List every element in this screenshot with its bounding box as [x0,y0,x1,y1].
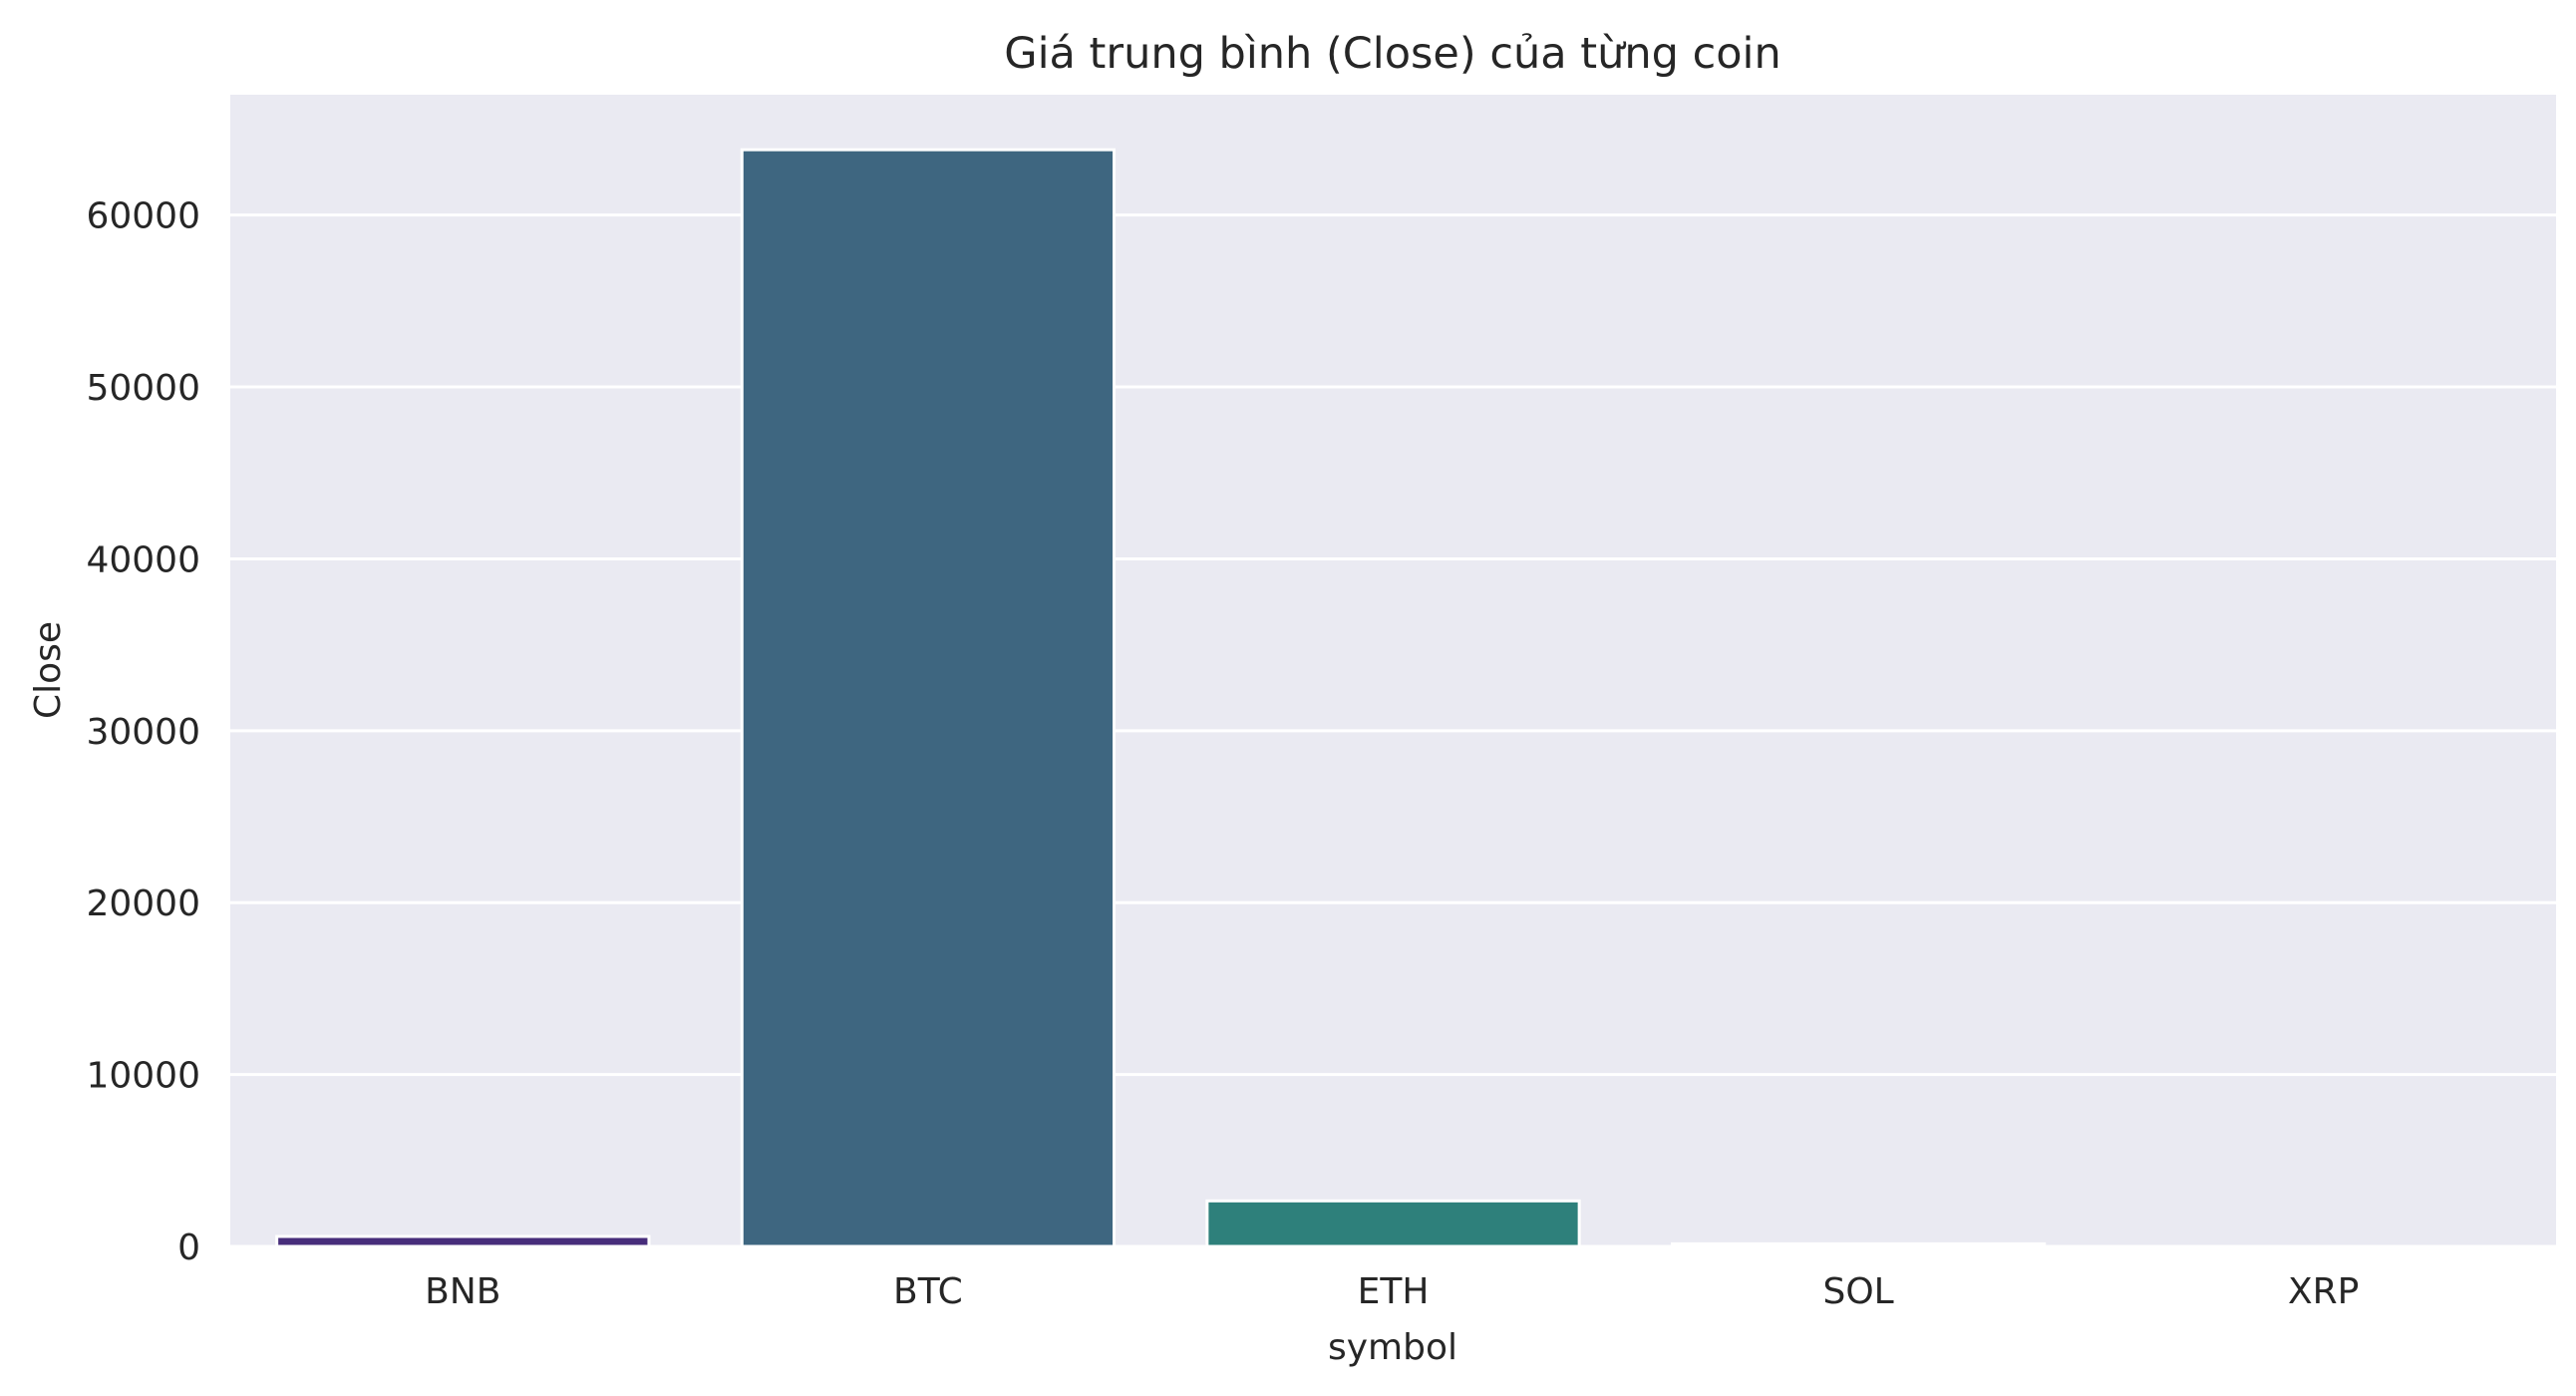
y-tick-label: 0 [177,1227,200,1268]
x-tick-label: BNB [425,1271,500,1312]
bar-eth [1205,1199,1581,1248]
y-tick-label: 30000 [86,712,200,753]
bar-sol [1670,1241,2047,1248]
bar-series [275,148,2511,1248]
bar-bnb [275,1234,651,1248]
y-tick-label: 50000 [86,368,200,409]
x-tick-label: SOL [1822,1271,1893,1312]
y-axis-label: Close [28,621,69,719]
y-tick-label: 60000 [86,196,200,237]
x-tick-labels: BNB BTC ETH SOL XRP [425,1271,2359,1312]
y-tick-label: 20000 [86,883,200,924]
x-axis-label: symbol [1328,1327,1457,1368]
y-tick-label: 40000 [86,539,200,580]
bar-btc [740,148,1117,1248]
x-tick-label: BTC [893,1271,963,1312]
plot-area [230,95,2556,1246]
x-tick-label: ETH [1358,1271,1430,1312]
y-tick-label: 10000 [86,1056,200,1097]
y-tick-labels: 0 10000 20000 30000 40000 50000 60000 [86,196,200,1268]
x-tick-label: XRP [2288,1271,2359,1312]
chart-title: Giá trung bình (Close) của từng coin [1004,29,1780,79]
